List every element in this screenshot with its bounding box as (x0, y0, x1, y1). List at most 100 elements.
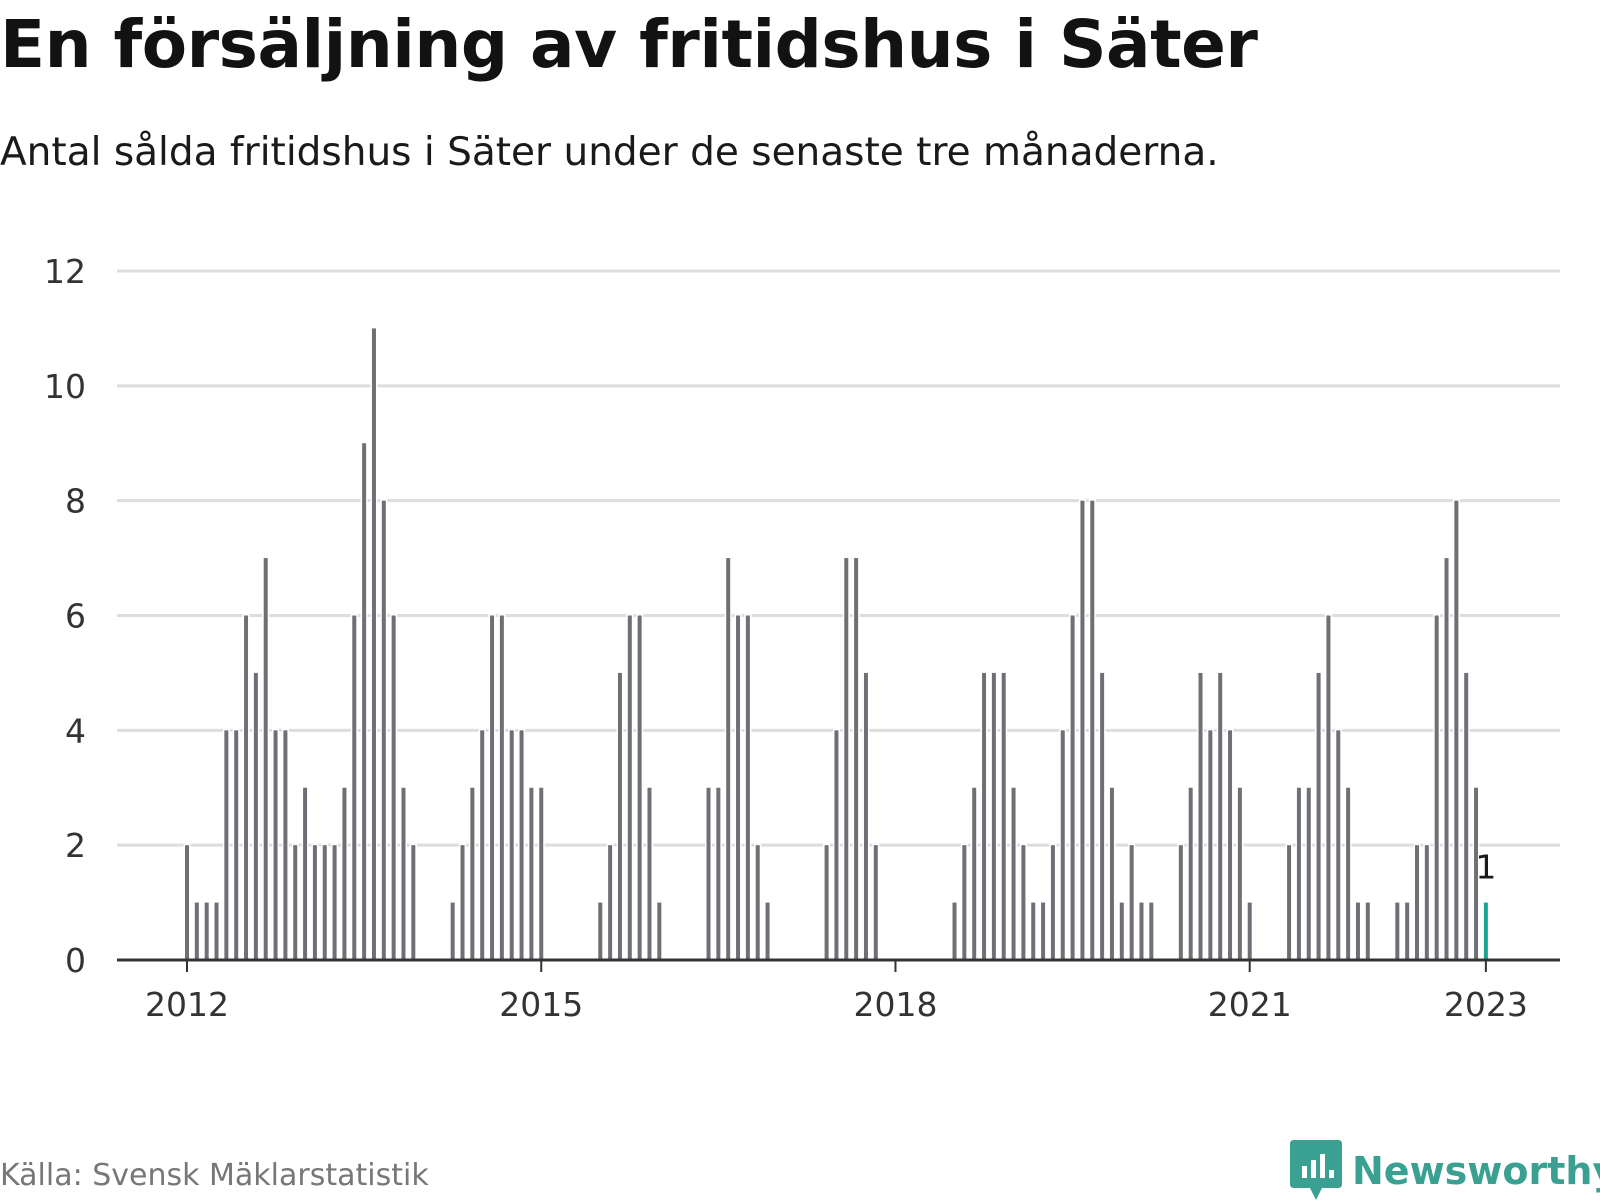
bar (1078, 499, 1086, 962)
y-tick-label: 10 (44, 367, 86, 406)
bar (872, 843, 880, 962)
bar (1354, 901, 1362, 962)
bar (380, 499, 388, 962)
bar (724, 556, 732, 962)
bar (1108, 786, 1116, 962)
bar (213, 901, 221, 962)
bar (311, 843, 319, 962)
bar (252, 671, 260, 962)
bar (1285, 843, 1293, 962)
y-tick-label: 0 (65, 941, 86, 980)
bar (1019, 843, 1027, 962)
bar (990, 671, 998, 962)
bar (616, 671, 624, 962)
bar (862, 671, 870, 962)
bar (626, 614, 634, 962)
bar (705, 786, 713, 962)
bar (409, 843, 417, 962)
bar (203, 901, 211, 962)
y-tick-label: 6 (65, 597, 86, 636)
bar (734, 614, 742, 962)
bar (842, 556, 850, 962)
bar (1197, 671, 1205, 962)
bar (970, 786, 978, 962)
bar (1069, 614, 1077, 962)
bar (1344, 786, 1352, 962)
bar (951, 901, 959, 962)
bar (1216, 671, 1224, 962)
x-tick-label: 2018 (853, 985, 937, 1024)
bar (350, 614, 358, 962)
x-tick-label: 2015 (499, 985, 583, 1024)
bar (764, 901, 772, 962)
bar (272, 728, 280, 962)
bar (1324, 614, 1332, 962)
bar (321, 843, 329, 962)
bar (1137, 901, 1145, 962)
bar (1452, 499, 1460, 962)
bar (606, 843, 614, 962)
bar (360, 441, 368, 962)
bar (459, 843, 467, 962)
bar (832, 728, 840, 962)
bar (518, 728, 526, 962)
bar (1423, 843, 1431, 962)
y-tick-label: 12 (44, 252, 86, 291)
bar (390, 614, 398, 962)
bar (478, 728, 486, 962)
chart-subtitle: Antal sålda fritidshus i Säter under de … (0, 130, 1219, 175)
bar (1305, 786, 1313, 962)
bar (1226, 728, 1234, 962)
bar (370, 326, 378, 962)
bar (468, 786, 476, 962)
highlight-bar (1482, 901, 1490, 962)
bar (655, 901, 663, 962)
bar (1236, 786, 1244, 962)
bar (1147, 901, 1155, 962)
bar (281, 728, 289, 962)
bar (1295, 786, 1303, 962)
chart-title: En försäljning av fritidshus i Säter (0, 6, 1258, 83)
y-tick-label: 2 (65, 826, 86, 865)
x-tick-label: 2021 (1208, 985, 1292, 1024)
bar (291, 843, 299, 962)
bar (960, 843, 968, 962)
bar (1443, 556, 1451, 962)
bar (301, 786, 309, 962)
bar (498, 614, 506, 962)
bar (399, 786, 407, 962)
highlight-value-label: 1 (1475, 848, 1496, 887)
bar (1187, 786, 1195, 962)
bar (645, 786, 653, 962)
bar (1039, 901, 1047, 962)
bar (823, 843, 831, 962)
bar (1118, 901, 1126, 962)
bar (980, 671, 988, 962)
bar (744, 614, 752, 962)
bar (449, 901, 457, 962)
bar (1098, 671, 1106, 962)
brand-logo: Newsworthy (1290, 1140, 1600, 1202)
y-tick-label: 8 (65, 482, 86, 521)
bar (340, 786, 348, 962)
bar (1049, 843, 1057, 962)
bar (262, 556, 270, 962)
bar (1403, 901, 1411, 962)
bar (1010, 786, 1018, 962)
source-note: Källa: Svensk Mäklarstatistik (0, 1158, 429, 1193)
bar (1000, 671, 1008, 962)
bar (232, 728, 240, 962)
bar (596, 901, 604, 962)
bar (222, 728, 230, 962)
bar (242, 614, 250, 962)
bar (1433, 614, 1441, 962)
bar (1462, 671, 1470, 962)
bar (508, 728, 516, 962)
bar (193, 901, 201, 962)
bar (183, 843, 191, 962)
x-tick-label: 2023 (1444, 985, 1528, 1024)
bar (488, 614, 496, 962)
bar (1059, 728, 1067, 962)
bar (527, 786, 535, 962)
